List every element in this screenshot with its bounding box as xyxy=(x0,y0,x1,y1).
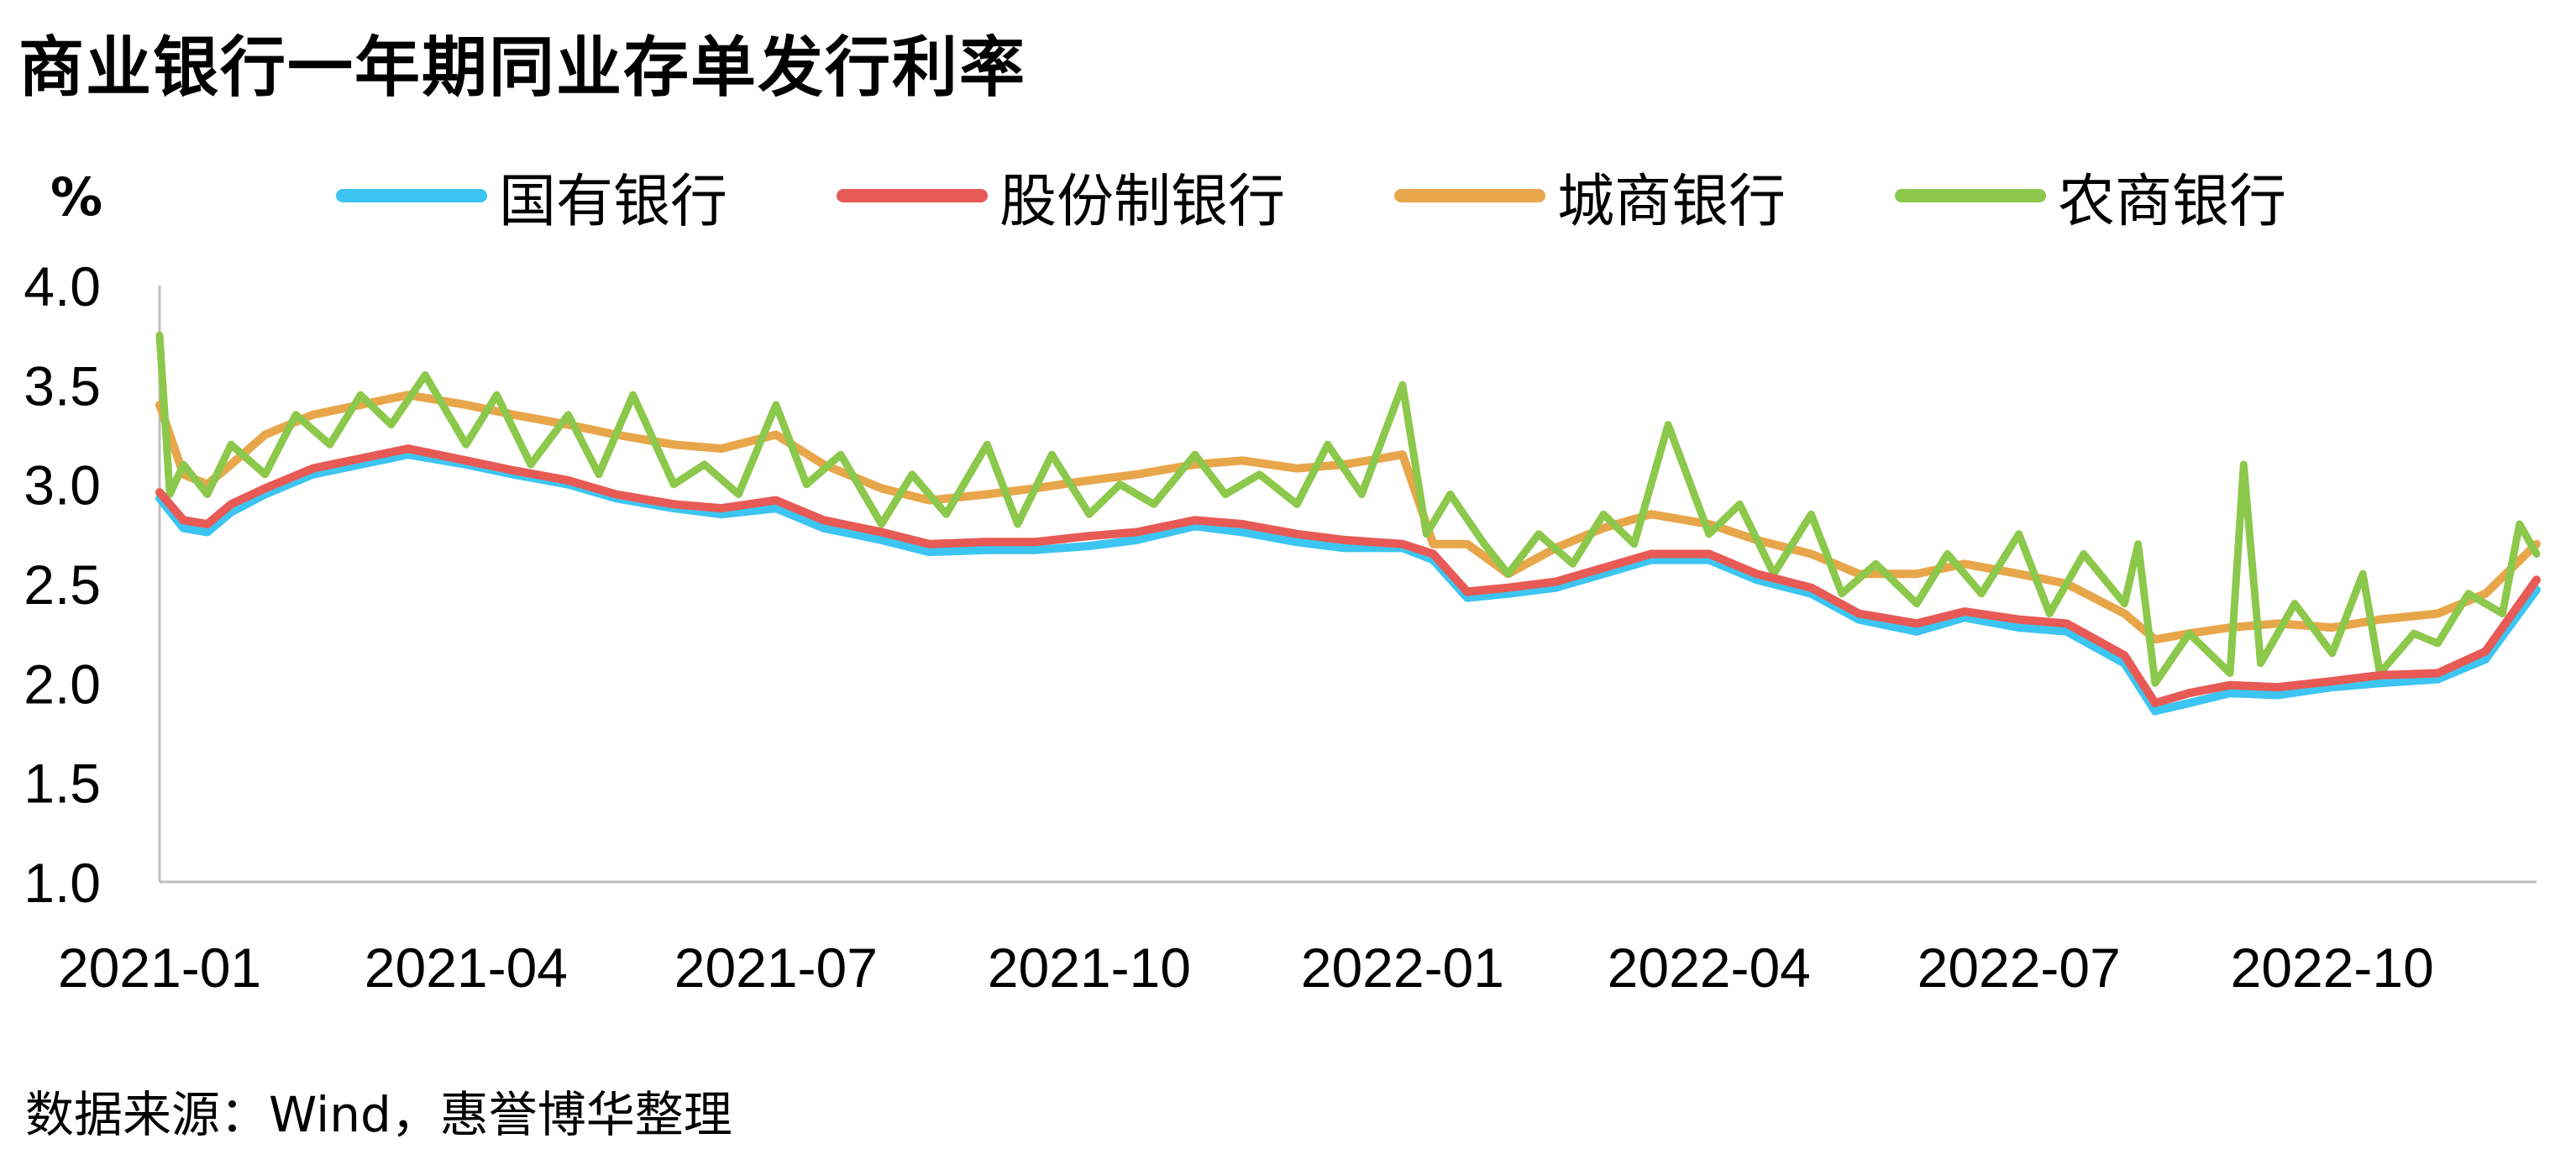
legend-label-state-banks: 国有银行 xyxy=(499,168,728,235)
series-line-joint-stock-banks xyxy=(155,444,2541,707)
x-tick-label: 2022-07 xyxy=(1918,937,2121,999)
tick-labels: 4.0 3.5 3.0 2.5 2.0 1.5 1.0 2021-01 2021-04 2021-… xyxy=(24,255,2434,999)
x-tick-label: 2022-01 xyxy=(1301,937,1504,999)
y-axis-unit-label: % xyxy=(50,166,103,228)
legend-swatch-rural-commercial-banks xyxy=(1895,189,2047,202)
x-tick-label: 2021-01 xyxy=(58,937,261,999)
legend-swatch-joint-stock-banks xyxy=(837,189,989,202)
legend-swatch-city-commercial-banks xyxy=(1394,189,1546,202)
legend-label-rural-commercial-banks: 农商银行 xyxy=(2058,168,2287,235)
x-tick-label: 2021-10 xyxy=(988,937,1191,999)
y-tick-label: 1.5 xyxy=(24,753,101,815)
axes xyxy=(158,286,2537,884)
y-tick-label: 2.5 xyxy=(24,554,101,616)
legend-label-joint-stock-banks: 股份制银行 xyxy=(999,168,1286,235)
legend-label-city-commercial-banks: 城商银行 xyxy=(1557,168,1786,235)
legend-item-rural-commercial-banks: 农商银行 xyxy=(1895,155,2286,238)
y-tick-label: 1.0 xyxy=(24,852,101,914)
legend-swatch-state-banks xyxy=(336,189,487,202)
legend: 国有银行 股份制银行 城商银行 农商银行 xyxy=(336,158,2395,235)
x-tick-label: 2022-04 xyxy=(1608,937,1811,999)
x-tick-label: 2021-07 xyxy=(674,937,878,999)
series-line-state-banks xyxy=(155,450,2541,716)
x-tick-label: 2022-10 xyxy=(2231,937,2434,999)
legend-item-state-banks: 国有银行 xyxy=(336,155,727,238)
chart-title: 商业银行一年期同业存单发行利率 xyxy=(18,30,1027,106)
x-tick-label: 2021-04 xyxy=(365,937,568,999)
y-tick-label: 3.5 xyxy=(24,354,101,417)
y-tick-label: 4.0 xyxy=(24,255,101,317)
series-line-rural-commercial-banks xyxy=(155,331,2541,687)
source-note: 数据来源：Wind，惠誉博华整理 xyxy=(25,1086,732,1143)
series-lines xyxy=(155,331,2541,716)
legend-item-joint-stock-banks: 股份制银行 xyxy=(837,155,1285,238)
legend-item-city-commercial-banks: 城商银行 xyxy=(1394,155,1786,238)
y-tick-label: 2.0 xyxy=(24,653,101,715)
y-tick-label: 3.0 xyxy=(24,454,101,517)
